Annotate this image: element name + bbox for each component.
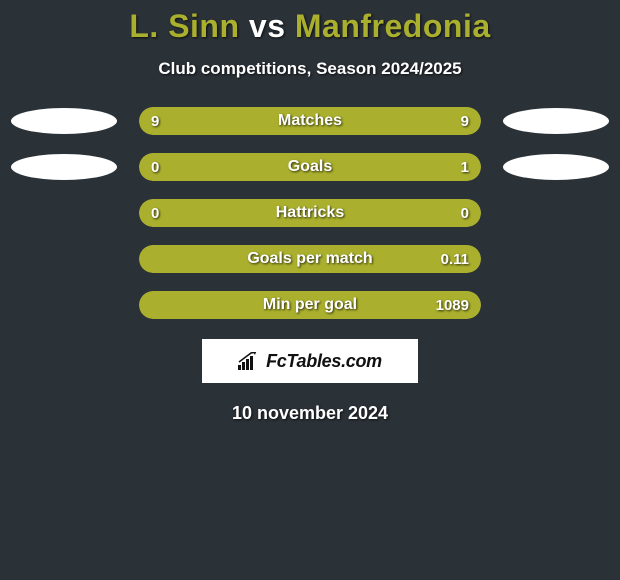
stat-row: Goals per match0.11 (0, 245, 620, 273)
bar-fill-right (201, 153, 481, 181)
bar-fill-right (139, 291, 481, 319)
stat-row: Goals01 (0, 153, 620, 181)
date-text: 10 november 2024 (0, 403, 620, 424)
vs-text: vs (249, 8, 286, 44)
stat-rows: Matches99Goals01Hattricks00Goals per mat… (0, 107, 620, 319)
stat-bar: Hattricks00 (139, 199, 481, 227)
player1-avatar (11, 108, 117, 134)
bar-fill-right (139, 245, 481, 273)
stat-value-right: 1 (461, 153, 469, 181)
logo-box: FcTables.com (202, 339, 418, 383)
player2-name: Manfredonia (295, 8, 491, 44)
bar-fill-right (310, 107, 481, 135)
stat-bar: Matches99 (139, 107, 481, 135)
bar-fill-left (139, 153, 201, 181)
player1-name: L. Sinn (129, 8, 239, 44)
player2-avatar (503, 154, 609, 180)
stat-bar: Goals per match0.11 (139, 245, 481, 273)
avatar-slot-right (495, 108, 617, 134)
bar-fill-left (139, 107, 310, 135)
logo-text: FcTables.com (266, 351, 382, 372)
stat-value-right: 0 (461, 199, 469, 227)
stat-value-left: 0 (151, 199, 159, 227)
page-title: L. Sinn vs Manfredonia (0, 8, 620, 45)
bar-fill-left (139, 199, 481, 227)
stat-value-right: 9 (461, 107, 469, 135)
avatar-slot-left (3, 154, 125, 180)
comparison-infographic: L. Sinn vs Manfredonia Club competitions… (0, 0, 620, 424)
stat-value-left: 9 (151, 107, 159, 135)
stat-row: Matches99 (0, 107, 620, 135)
stat-row: Hattricks00 (0, 199, 620, 227)
stat-row: Min per goal1089 (0, 291, 620, 319)
stat-value-right: 1089 (436, 291, 469, 319)
stat-value-right: 0.11 (441, 245, 469, 273)
chart-icon (238, 352, 260, 370)
stat-bar: Goals01 (139, 153, 481, 181)
player2-avatar (503, 108, 609, 134)
player1-avatar (11, 154, 117, 180)
avatar-slot-left (3, 108, 125, 134)
stat-value-left: 0 (151, 153, 159, 181)
stat-bar: Min per goal1089 (139, 291, 481, 319)
subtitle: Club competitions, Season 2024/2025 (0, 59, 620, 79)
avatar-slot-right (495, 154, 617, 180)
